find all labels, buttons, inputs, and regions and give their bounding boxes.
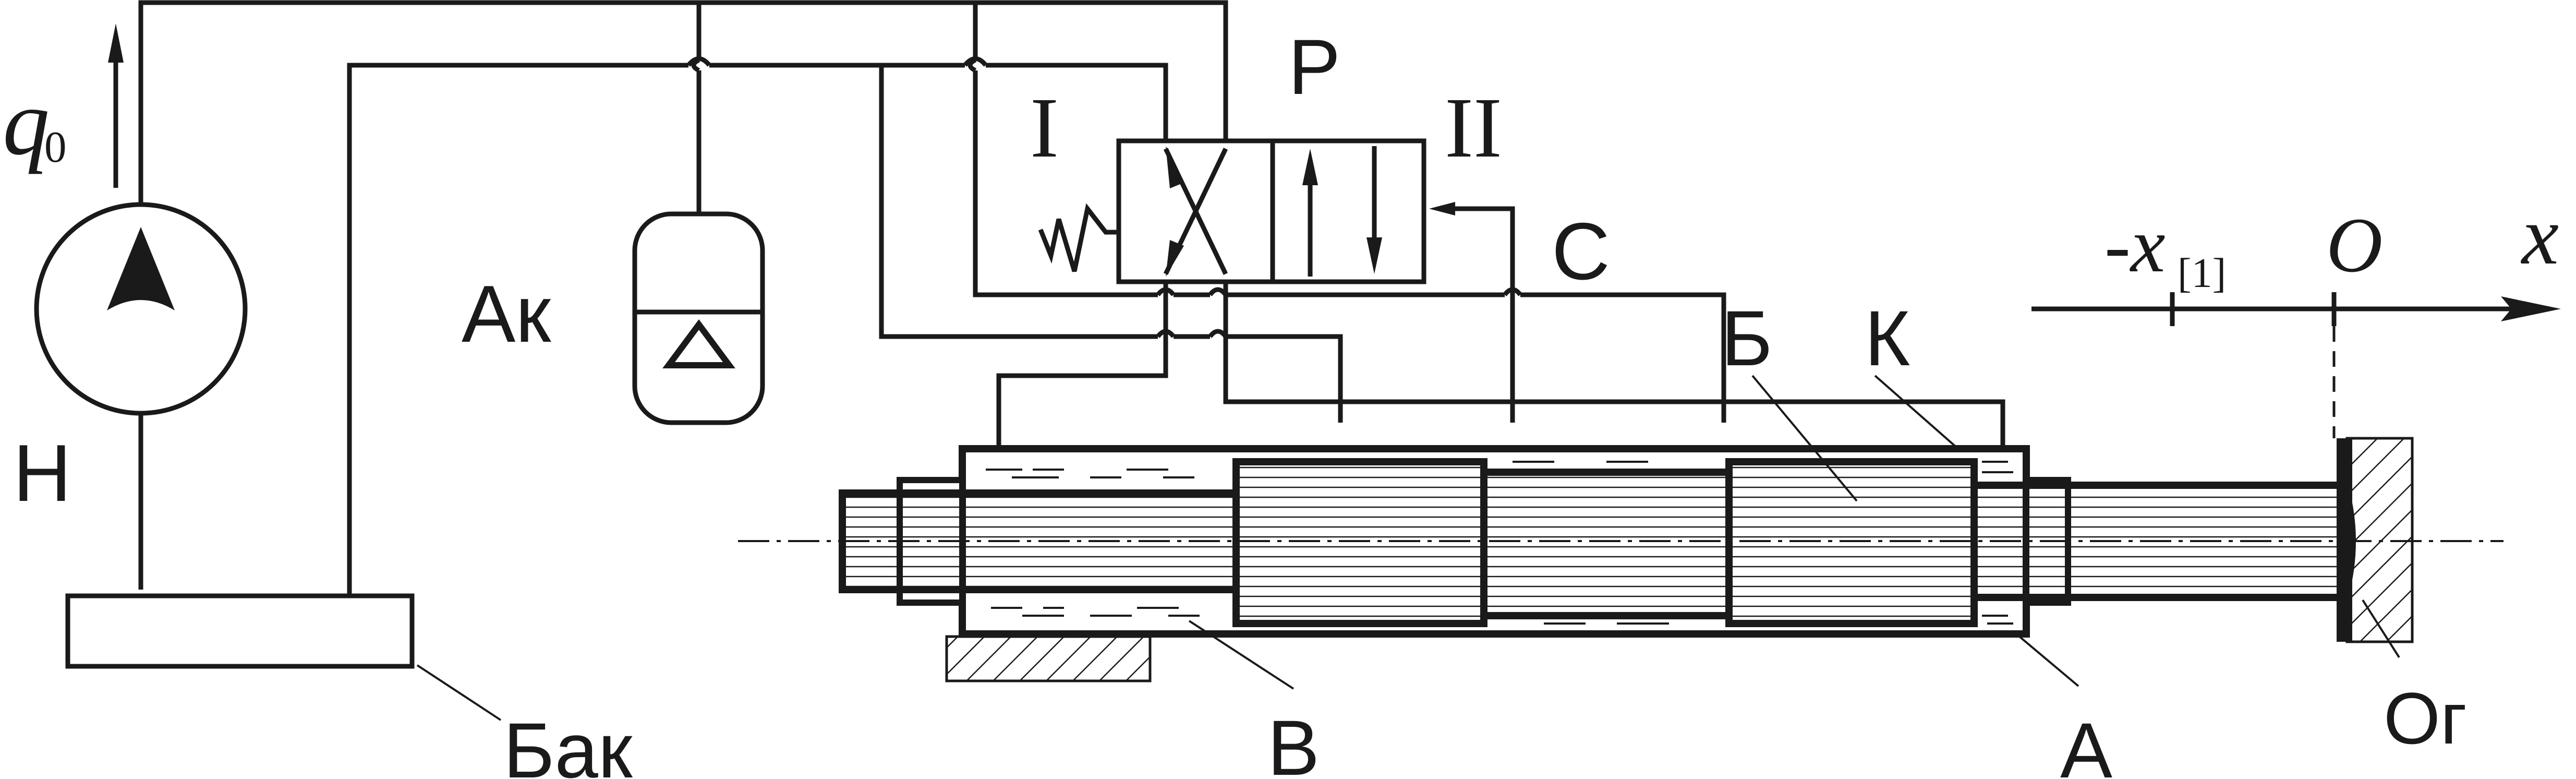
control-label: С <box>1552 206 1610 296</box>
flow-label: q <box>3 70 50 174</box>
oil-lines <box>986 461 2013 625</box>
tank <box>65 593 415 669</box>
chamber-a-label: А <box>2060 706 2112 779</box>
axis-origin-label: O <box>2326 202 2383 289</box>
piston-label: Б <box>1721 294 1772 382</box>
hydraulic-lines <box>138 0 2005 595</box>
valve-position-1-label: I <box>1030 80 1059 175</box>
leader-lines <box>1188 375 2400 690</box>
stop-label: Ог <box>2384 677 2467 759</box>
spring-icon <box>1038 203 1119 272</box>
axis-x-label: x <box>2521 189 2559 282</box>
accumulator <box>632 211 765 425</box>
flow-subscript: 0 <box>44 123 67 172</box>
valve-position-2-label: II <box>1445 80 1502 175</box>
chamber-b-label: В <box>1267 704 1320 779</box>
cylinder-label: К <box>1865 294 1910 382</box>
pump-label: Н <box>13 428 71 518</box>
axis-neg-label: -x <box>2105 202 2166 289</box>
x-axis <box>2031 292 2561 438</box>
valve-port-label: P <box>1288 23 1340 111</box>
base-support <box>945 635 1152 682</box>
pump <box>34 202 248 416</box>
directional-valve <box>1116 138 1426 284</box>
tank-label: Бак <box>503 706 633 779</box>
accumulator-label: Ак <box>462 269 551 359</box>
axis-neg-subscript: [1] <box>2178 250 2226 296</box>
flow-arrow <box>108 23 124 188</box>
